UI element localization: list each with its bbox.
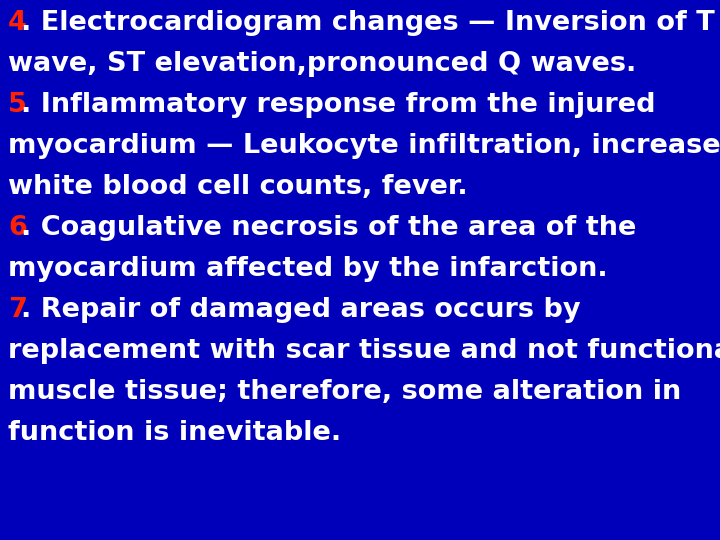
Text: replacement with scar tissue and not functional: replacement with scar tissue and not fun… [8, 338, 720, 364]
Text: wave, ST elevation,pronounced Q waves.: wave, ST elevation,pronounced Q waves. [8, 51, 636, 77]
Text: . Coagulative necrosis of the area of the: . Coagulative necrosis of the area of th… [21, 215, 636, 241]
Text: 5: 5 [8, 92, 27, 118]
Text: function is inevitable.: function is inevitable. [8, 420, 341, 446]
Text: 4: 4 [8, 10, 27, 36]
Text: myocardium affected by the infarction.: myocardium affected by the infarction. [8, 256, 608, 282]
Text: myocardium — Leukocyte infiltration, increased: myocardium — Leukocyte infiltration, inc… [8, 133, 720, 159]
Text: 6: 6 [8, 215, 27, 241]
Text: . Electrocardiogram changes — Inversion of T: . Electrocardiogram changes — Inversion … [21, 10, 715, 36]
Text: white blood cell counts, fever.: white blood cell counts, fever. [8, 174, 467, 200]
Text: . Repair of damaged areas occurs by: . Repair of damaged areas occurs by [21, 297, 580, 323]
Text: muscle tissue; therefore, some alteration in: muscle tissue; therefore, some alteratio… [8, 379, 681, 405]
Text: . Inflammatory response from the injured: . Inflammatory response from the injured [21, 92, 655, 118]
Text: 7: 7 [8, 297, 27, 323]
